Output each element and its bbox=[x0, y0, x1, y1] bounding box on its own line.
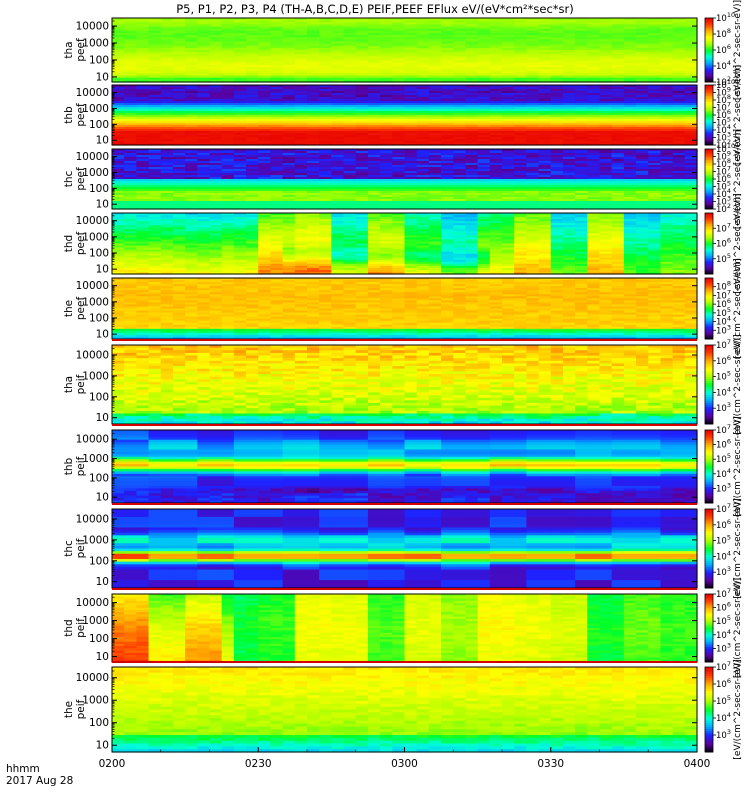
colorbar-tick-label: 104 bbox=[716, 59, 731, 72]
panel-label: thapeef bbox=[63, 38, 87, 62]
panel-species-label: peef bbox=[75, 167, 87, 191]
y-tick-label: 100 bbox=[89, 183, 109, 195]
panel-probe-label: thb bbox=[63, 106, 75, 124]
y-tick-label: 10 bbox=[96, 135, 109, 147]
panel-label: thcpeef bbox=[63, 167, 87, 191]
y-tick-label: 100 bbox=[89, 119, 109, 131]
panel-label: thbpeef bbox=[63, 103, 87, 127]
y-tick-label: 10000 bbox=[76, 87, 109, 99]
panel-species-label: peef bbox=[75, 38, 87, 62]
colorbar-tick-label: 108 bbox=[716, 27, 731, 40]
y-tick-label: 10 bbox=[96, 71, 109, 83]
panel-species-label: peef bbox=[75, 103, 87, 127]
chart-title: P5, P1, P2, P3, P4 (TH-A,B,C,D,E) PEIF,P… bbox=[176, 2, 574, 16]
y-tick-label: 10 bbox=[96, 199, 109, 211]
y-tick-label: 10000 bbox=[76, 21, 109, 33]
y-tick-label: 10000 bbox=[76, 151, 109, 163]
panel-probe-label: thc bbox=[63, 171, 75, 188]
panels-group: 10100100010000thapeef1021041061081010[eV… bbox=[63, 0, 743, 760]
y-tick-label: 100 bbox=[89, 54, 109, 66]
colorbar-tick-label: 106 bbox=[716, 43, 731, 56]
panel-probe-label: tha bbox=[63, 41, 75, 58]
